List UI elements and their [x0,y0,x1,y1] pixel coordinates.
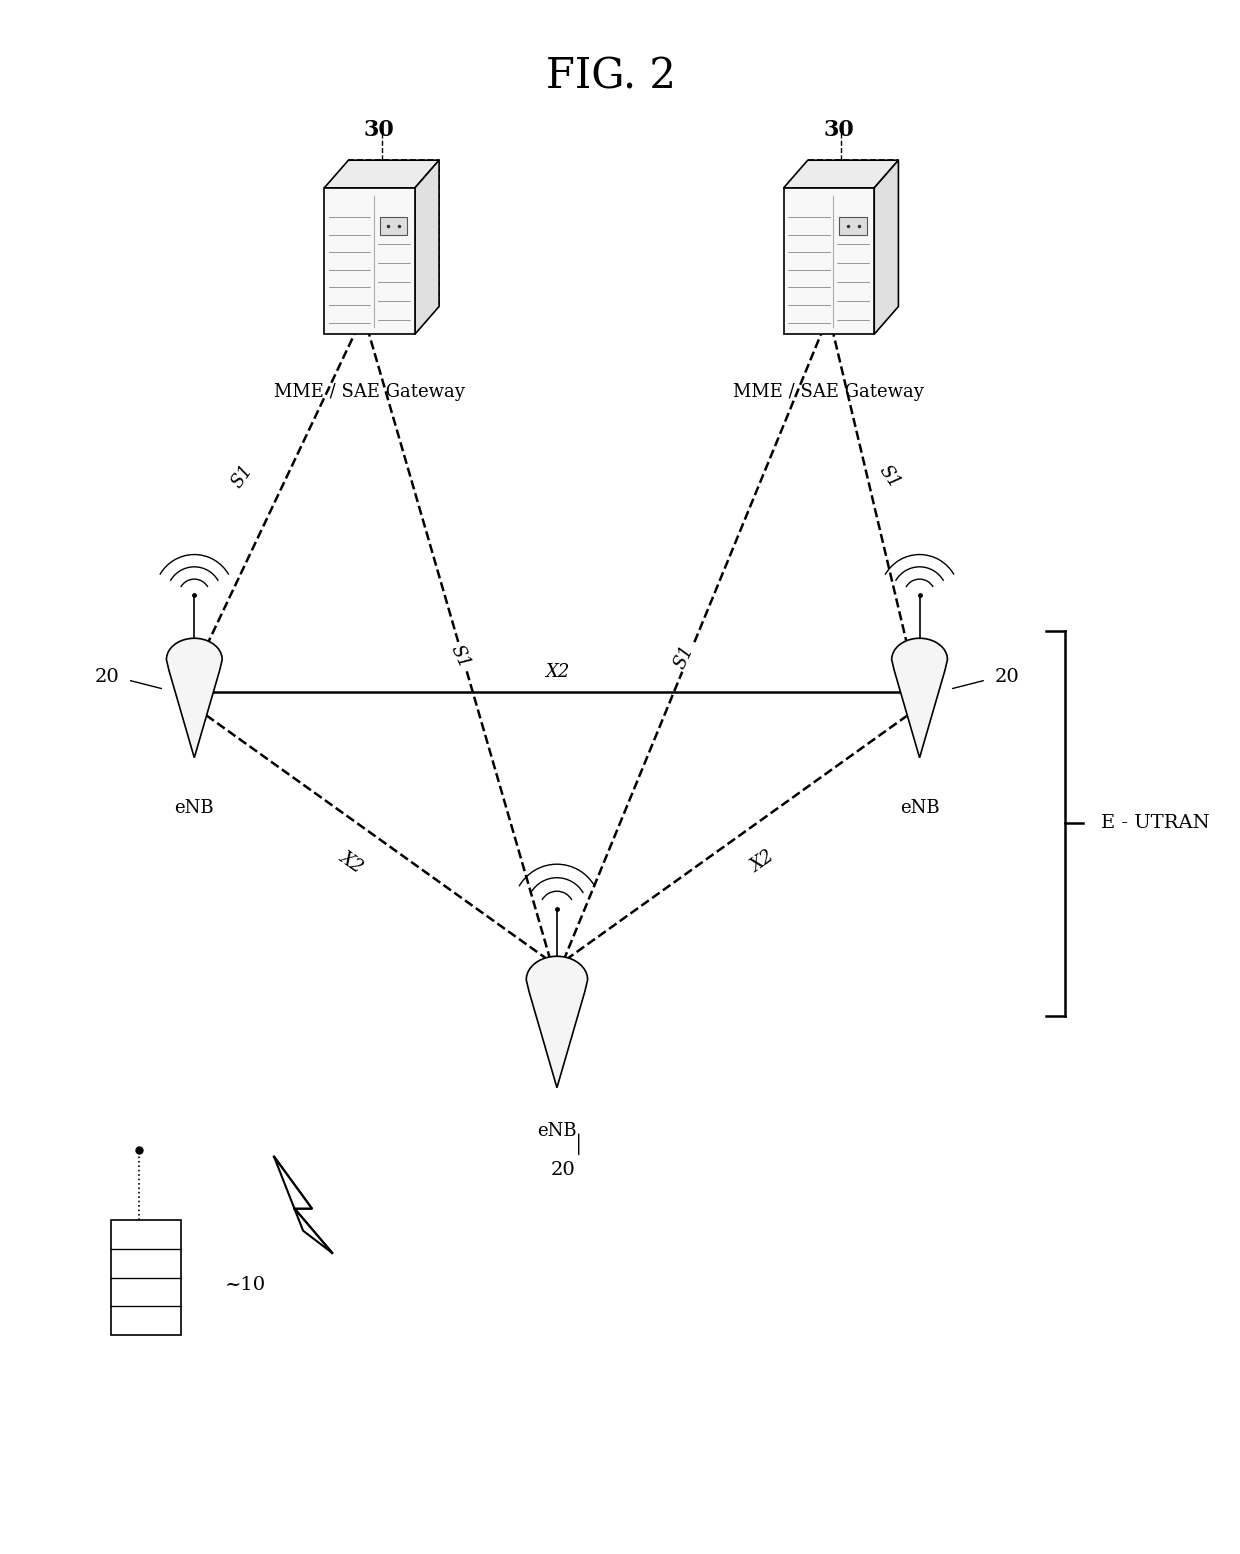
Polygon shape [348,160,439,306]
Polygon shape [415,160,439,334]
Text: eNB: eNB [537,1122,577,1141]
Polygon shape [166,639,222,758]
Text: ~10: ~10 [224,1276,265,1294]
Bar [381,218,408,235]
Text: X2: X2 [748,847,777,876]
Text: S1: S1 [875,462,904,491]
Polygon shape [526,956,588,1088]
Text: S1: S1 [228,462,257,491]
Text: 20: 20 [994,668,1019,685]
Text: eNB: eNB [900,799,940,817]
Text: 20: 20 [94,668,119,685]
Text: S1: S1 [671,642,697,671]
Text: S1: S1 [448,642,474,671]
Text: E - UTRAN: E - UTRAN [1101,814,1209,833]
Text: MME / SAE Gateway: MME / SAE Gateway [274,382,465,401]
Text: 30: 30 [823,120,854,141]
Text: X2: X2 [544,664,569,681]
Bar [839,218,867,235]
Text: 30: 30 [363,120,394,141]
Text: X2: X2 [336,847,367,876]
Bar [110,1220,181,1335]
Polygon shape [784,160,899,188]
Polygon shape [274,1156,332,1253]
Polygon shape [807,160,899,306]
Polygon shape [324,160,439,188]
Text: FIG. 2: FIG. 2 [547,56,676,98]
Polygon shape [874,160,899,334]
Text: eNB: eNB [175,799,215,817]
Text: 20: 20 [551,1161,575,1179]
Text: MME / SAE Gateway: MME / SAE Gateway [734,382,924,401]
Polygon shape [892,639,947,758]
Bar [784,188,874,334]
Bar [324,188,415,334]
